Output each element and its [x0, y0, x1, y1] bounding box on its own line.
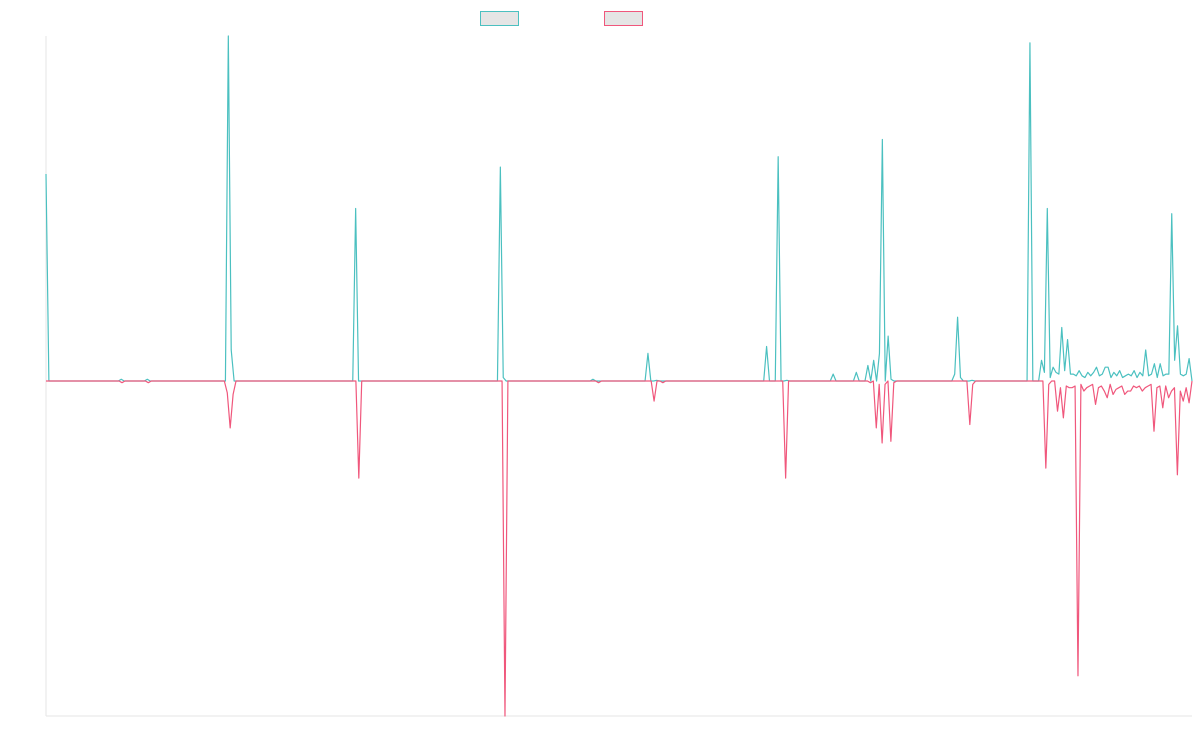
legend-item-series-2[interactable]	[604, 9, 649, 27]
legend-swatch-series-1	[480, 10, 519, 26]
legend	[0, 9, 1200, 27]
legend-item-series-1[interactable]	[480, 9, 525, 27]
series-line-1	[45, 35, 1193, 382]
series-line-2	[46, 380, 1193, 717]
legend-swatch-series-2	[604, 10, 643, 26]
